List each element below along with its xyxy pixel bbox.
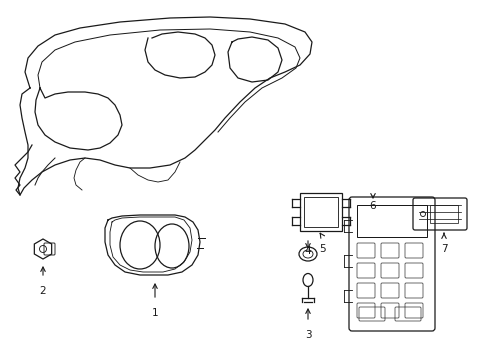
- Bar: [429, 205, 457, 223]
- Text: 3: 3: [304, 330, 311, 340]
- Text: 2: 2: [40, 286, 46, 296]
- Bar: [356, 205, 426, 237]
- Text: 4: 4: [304, 246, 311, 256]
- Text: 5: 5: [318, 244, 325, 254]
- Bar: [304, 197, 337, 227]
- Bar: [299, 193, 341, 231]
- Text: 6: 6: [369, 201, 376, 211]
- Text: 1: 1: [151, 308, 158, 318]
- Text: 7: 7: [440, 244, 447, 254]
